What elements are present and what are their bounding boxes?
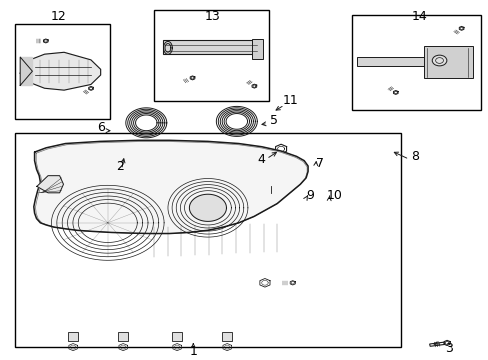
Circle shape	[262, 191, 280, 203]
Bar	[68, 332, 78, 341]
Text: 5: 5	[269, 114, 277, 127]
Text: 9: 9	[306, 189, 314, 202]
Polygon shape	[37, 176, 63, 193]
Text: 8: 8	[410, 149, 418, 162]
Bar	[163, 40, 258, 54]
Polygon shape	[34, 140, 307, 234]
Text: 12: 12	[50, 10, 66, 23]
Bar	[423, 46, 472, 78]
Circle shape	[305, 186, 324, 200]
Bar	[226, 155, 246, 162]
Bar	[222, 332, 232, 341]
Text: 14: 14	[411, 10, 427, 23]
Circle shape	[431, 55, 446, 66]
Bar	[251, 39, 262, 59]
Bar	[356, 57, 427, 66]
Text: 11: 11	[283, 94, 298, 107]
Bar	[15, 24, 110, 118]
Text: 1: 1	[189, 345, 197, 358]
Bar	[154, 10, 268, 101]
Polygon shape	[20, 57, 32, 85]
Polygon shape	[189, 194, 226, 221]
Text: 13: 13	[204, 10, 220, 23]
Bar	[15, 133, 400, 347]
Text: 7: 7	[315, 157, 324, 170]
Text: 10: 10	[326, 189, 342, 202]
Bar	[88, 149, 108, 156]
Text: 4: 4	[257, 153, 265, 166]
Bar	[351, 15, 480, 109]
Text: 2: 2	[116, 160, 124, 173]
Polygon shape	[20, 52, 101, 90]
Bar	[118, 332, 128, 341]
Bar	[172, 332, 182, 341]
Text: 6: 6	[97, 121, 104, 134]
Text: 3: 3	[445, 342, 452, 355]
